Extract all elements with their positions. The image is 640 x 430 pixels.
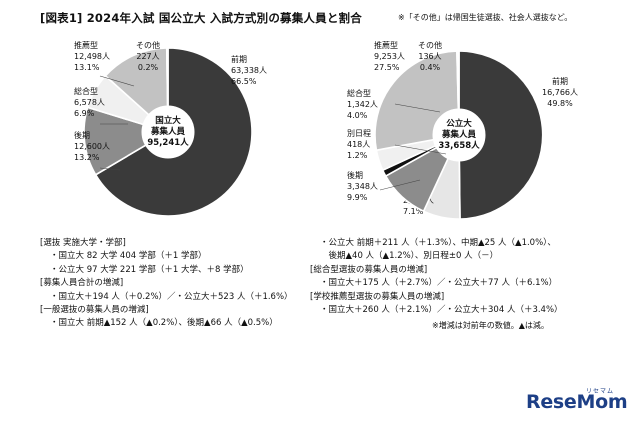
center-label-line: 33,658人 <box>438 140 480 151</box>
leader-line <box>379 179 421 191</box>
note-text: ※「その他」は帰国生徒選抜、社会人選抜など。 <box>398 13 573 22</box>
slice-value: 16,766人 <box>542 88 578 97</box>
slice-percent: 7.1% <box>403 207 424 216</box>
slice-label: 推薦型 9,253人 27.5% <box>374 40 405 72</box>
slice-label: 前期 16,766人 49.8% <box>542 76 578 108</box>
slice-value: 3,348人 <box>347 182 378 191</box>
slice-label: 前期 63,338人 66.5% <box>231 54 267 86</box>
slice-value: 9,253人 <box>374 52 405 61</box>
slice-value: 12,498人 <box>74 52 110 61</box>
center-label-line: 募集人員 <box>441 129 477 140</box>
slice-percent: 13.1% <box>74 63 100 72</box>
info-heading: [学校推薦型選抜の募集人員の増減] <box>310 291 445 302</box>
info-line: ・公立大 97 大学 221 学部（＋1 大学、＋8 学部） <box>50 264 249 275</box>
info-heading: [募集人員合計の増減] <box>40 278 124 289</box>
info-heading: [選抜 実施大学・学部] <box>40 238 126 248</box>
slice-percent: 0.2% <box>138 63 159 72</box>
slice-value: 1,342人 <box>347 100 378 109</box>
footnote: ※増減は対前年の数値。▲は減。 <box>432 321 549 330</box>
info-line: ・国立大＋260 人（＋2.1%）／・公立大＋304 人（＋3.4%） <box>320 305 563 316</box>
slice-label: その他 227人 0.2% <box>136 40 160 72</box>
slice-name: その他 <box>418 40 442 50</box>
logo: ReseMom <box>526 391 628 413</box>
info-left: [選抜 実施大学・学部] ・国立大 82 大学 404 学部（＋1 学部） ・公立大… <box>40 237 293 331</box>
slice-value: 227人 <box>136 52 159 61</box>
slice-name: 別日程 <box>347 129 371 138</box>
center-label-line: 公立大 <box>446 118 472 129</box>
slice-value: 63,338人 <box>231 66 267 75</box>
info-line: 後期▲40 人（▲1.2%）、別日程±0 人（－） <box>320 251 499 262</box>
leader-line <box>99 75 135 87</box>
leader-line <box>394 103 441 113</box>
slice-label: 総合型 1,342人 4.0% <box>347 88 378 120</box>
pie-slice <box>458 50 544 220</box>
info-line: ・国立大 前期▲152 人（▲0.2%）、後期▲66 人（▲0.5%） <box>50 318 278 329</box>
slice-percent: 0.4% <box>420 63 441 72</box>
slice-name: 後期 <box>74 130 90 140</box>
slice-name: その他 <box>136 40 160 50</box>
pie-charts: 前期 63,338人 66.5% 後期 12,600人 13.2% 総合型 6,578人 6.9… <box>74 40 578 220</box>
info-heading: [一般選抜の募集人員の増減] <box>40 305 149 316</box>
slice-value: 12,600人 <box>74 142 110 151</box>
leader-line <box>394 144 447 155</box>
slice-name: 推薦型 <box>74 40 98 50</box>
slice-name: 推薦型 <box>374 40 398 50</box>
slice-value: 6,578人 <box>74 98 105 107</box>
info-line: ・公立大 前期＋211 人（＋1.3%）、中期▲25 人（▲1.0%）、 <box>320 238 556 248</box>
pie-center-hole <box>141 105 195 159</box>
center-label-line: 募集人員 <box>150 126 186 137</box>
slice-label: 別日程 418人 1.2% <box>347 129 371 160</box>
pie-center-hole <box>432 108 486 162</box>
slice-label: 推薦型 12,498人 13.1% <box>74 40 110 72</box>
info-line: ・国立大 82 大学 404 学部（＋1 学部） <box>50 251 207 262</box>
slice-percent: 4.0% <box>347 111 368 120</box>
info-heading: [総合型選抜の募集人員の増減] <box>310 264 428 275</box>
info-line: ・国立大＋175 人（＋2.7%）／・公立大＋77 人（＋6.1%） <box>320 278 558 289</box>
pie-chart-1: 前期 63,338人 66.5% 後期 12,600人 13.2% 総合型 6,578人 6.9… <box>74 40 267 217</box>
logo-sub: リセマム <box>586 388 615 395</box>
slice-percent: 9.9% <box>347 193 368 202</box>
slice-percent: 49.8% <box>547 99 573 108</box>
slice-name: 総合型 <box>74 86 98 96</box>
info-right: ・公立大 前期＋211 人（＋1.3%）、中期▲25 人（▲1.0%）、 後期▲… <box>310 237 563 317</box>
center-label-line: 国立大 <box>155 115 181 126</box>
slice-percent: 27.5% <box>374 63 400 72</box>
slice-value: 418人 <box>347 140 370 149</box>
slice-percent: 13.2% <box>74 153 100 162</box>
slice-name: 総合型 <box>347 88 371 98</box>
slice-label: その他 136人 0.4% <box>418 40 442 72</box>
slice-value: 136人 <box>418 52 441 61</box>
slice-name: 前期 <box>552 76 568 86</box>
pie-chart-2: 前期16,766人49.8%中期2,395人7.1%後期3,348人9.9%別日… <box>347 40 578 220</box>
slice-label: 後期 3,348人 9.9% <box>347 170 378 202</box>
pie-center-label: 公立大募集人員 33,658人 <box>438 118 480 151</box>
slice-name: 後期 <box>347 170 363 180</box>
info-line: ・国立大＋194 人（＋0.2%）／・公立大＋523 人（＋1.6%） <box>50 291 293 302</box>
slice-percent: 66.5% <box>231 77 257 86</box>
slice-label: 総合型 6,578人 6.9% <box>74 86 105 118</box>
slice-percent: 6.9% <box>74 109 95 118</box>
slice-name: 前期 <box>231 54 247 64</box>
pie-center-label: 国立大募集人員 95,241人 <box>147 115 189 148</box>
slice-label: 後期 12,600人 13.2% <box>74 130 110 162</box>
page-title: [図表1] 2024年入試 国公立大 入試方式別の募集人員と割合 <box>40 11 362 25</box>
center-label-line: 95,241人 <box>147 137 189 148</box>
leader-line <box>99 167 121 171</box>
slice-percent: 1.2% <box>347 151 368 160</box>
